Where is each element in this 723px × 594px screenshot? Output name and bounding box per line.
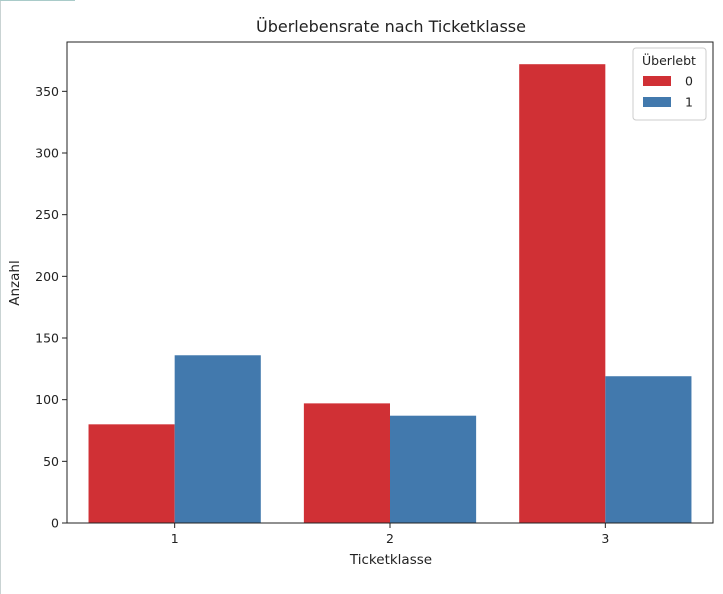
legend: Überlebt 01	[632, 47, 707, 121]
bar-class-1-survived-0	[88, 424, 175, 523]
legend-label-0: 0	[685, 74, 693, 89]
bar-class-3-survived-0	[519, 64, 606, 523]
bar-class-1-survived-1	[174, 355, 261, 523]
bar-class-2-survived-1	[390, 415, 477, 523]
legend-title: Überlebt	[642, 52, 696, 68]
chart-title: Überlebensrate nach Ticketklasse	[256, 17, 526, 36]
y-axis-label: Anzahl	[7, 260, 23, 305]
x-tick-label: 3	[601, 531, 609, 546]
frame-border	[0, 0, 1, 594]
legend-swatch-0	[643, 76, 671, 86]
legend-label-1: 1	[685, 95, 693, 110]
bars-group	[88, 64, 692, 523]
y-tick-label: 150	[35, 331, 59, 346]
legend-swatch-1	[643, 97, 671, 107]
y-tick-label: 200	[35, 269, 59, 284]
legend-items: 01	[643, 74, 693, 110]
y-tick-label: 300	[35, 146, 59, 161]
frame-accent	[0, 0, 75, 1]
y-tick-label: 100	[35, 392, 59, 407]
bar-class-2-survived-0	[303, 403, 390, 523]
y-tick-label: 350	[35, 84, 59, 99]
x-tick-label: 1	[171, 531, 179, 546]
bar-class-3-survived-1	[605, 376, 692, 523]
y-axis: 0 50 100 150 200 250 300 350	[35, 84, 67, 531]
x-axis-label: Ticketklasse	[349, 552, 432, 568]
x-tick-label: 2	[386, 531, 394, 546]
y-tick-label: 250	[35, 207, 59, 222]
x-axis: 1 2 3	[171, 523, 609, 546]
y-tick-label: 0	[51, 516, 59, 531]
y-tick-label: 50	[43, 454, 59, 469]
